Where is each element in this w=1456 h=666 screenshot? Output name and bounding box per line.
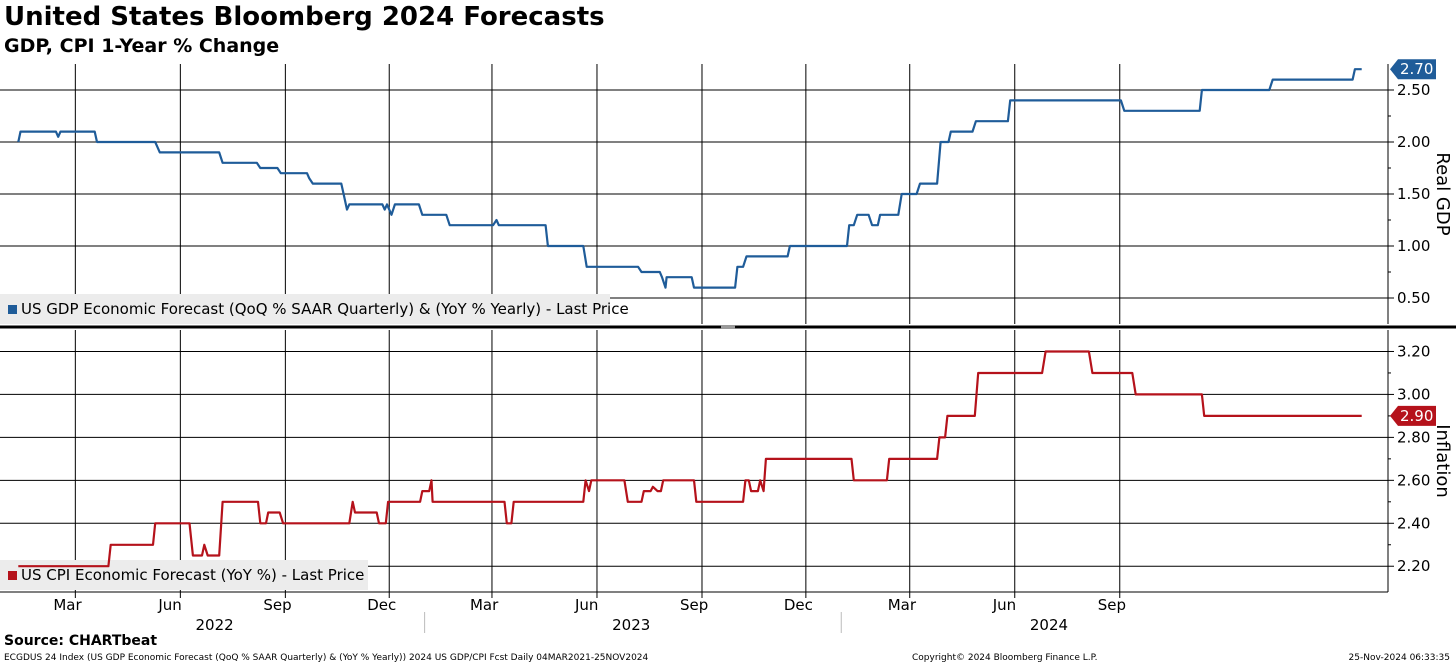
ylabel-bottom: Inflation xyxy=(1432,424,1453,498)
year-label-0: 2022 xyxy=(195,616,233,634)
last-value-badge-bottom xyxy=(1390,405,1436,426)
ytick-label-top-0: 0.50 xyxy=(1397,289,1430,307)
panel-divider-handle xyxy=(721,325,735,329)
xtick-label-4: Mar xyxy=(470,596,499,614)
ytick-label-bottom-3: 2.80 xyxy=(1397,428,1430,446)
footer-copyright: Copyright© 2024 Bloomberg Finance L.P. xyxy=(912,653,1098,663)
legend-label-bottom: US CPI Economic Forecast (YoY %) - Last … xyxy=(21,566,364,584)
xtick-label-7: Dec xyxy=(784,596,813,614)
legend-box-bottom xyxy=(0,560,368,590)
ytick-label-top-1: 1.00 xyxy=(1397,237,1430,255)
last-value-label-bottom: 2.90 xyxy=(1400,407,1433,425)
ytick-label-bottom-0: 2.20 xyxy=(1397,557,1430,575)
axes: 0.50 1.00 1.50 2.00 2.50 Real GDP 2.20 2.40 2.60… xyxy=(0,64,1456,634)
xtick-label-1: Jun xyxy=(157,596,181,614)
xtick-label-5: Jun xyxy=(574,596,598,614)
grid-lines xyxy=(0,64,1388,592)
last-value-label-top: 2.70 xyxy=(1400,60,1433,78)
legends: US GDP Economic Forecast (QoQ % SAAR Qua… xyxy=(0,294,629,590)
ytick-label-top-2: 1.50 xyxy=(1397,185,1430,203)
xtick-label-3: Dec xyxy=(367,596,396,614)
ytick-label-top-3: 2.00 xyxy=(1397,133,1430,151)
series-line-bottom xyxy=(18,350,1362,568)
chart-subtitle: GDP, CPI 1-Year % Change xyxy=(4,35,280,57)
series-lines xyxy=(17,68,1362,568)
xtick-label-9: Jun xyxy=(992,596,1016,614)
year-label-1: 2023 xyxy=(612,616,650,634)
xtick-label-8: Mar xyxy=(888,596,917,614)
xtick-label-10: Sep xyxy=(1098,596,1126,614)
ytick-label-bottom-2: 2.60 xyxy=(1397,471,1430,489)
footer-index-description: ECGDUS 24 Index (US GDP Economic Forecas… xyxy=(4,653,649,663)
ytick-label-top-4: 2.50 xyxy=(1397,81,1430,99)
footer-timestamp: 25-Nov-2024 06:33:35 xyxy=(1348,653,1450,663)
xtick-label-6: Sep xyxy=(680,596,708,614)
ytick-label-bottom-4: 3.00 xyxy=(1397,385,1430,403)
last-value-badges: 2.70 2.90 xyxy=(1390,59,1436,426)
legend-swatch-top xyxy=(8,305,17,314)
xtick-label-0: Mar xyxy=(53,596,82,614)
ytick-label-bottom-5: 3.20 xyxy=(1397,342,1430,360)
xtick-label-2: Sep xyxy=(263,596,291,614)
legend-box-top xyxy=(0,294,610,324)
legend-swatch-bottom xyxy=(8,571,17,580)
ylabel-top: Real GDP xyxy=(1432,152,1453,235)
series-line-top xyxy=(17,68,1362,289)
ytick-label-bottom-1: 2.40 xyxy=(1397,514,1430,532)
chart-title: United States Bloomberg 2024 Forecasts xyxy=(4,2,605,32)
source-note: Source: CHARTbeat xyxy=(4,633,158,649)
legend-label-top: US GDP Economic Forecast (QoQ % SAAR Qua… xyxy=(21,300,629,318)
year-label-2: 2024 xyxy=(1030,616,1068,634)
last-value-badge-top xyxy=(1390,59,1436,80)
